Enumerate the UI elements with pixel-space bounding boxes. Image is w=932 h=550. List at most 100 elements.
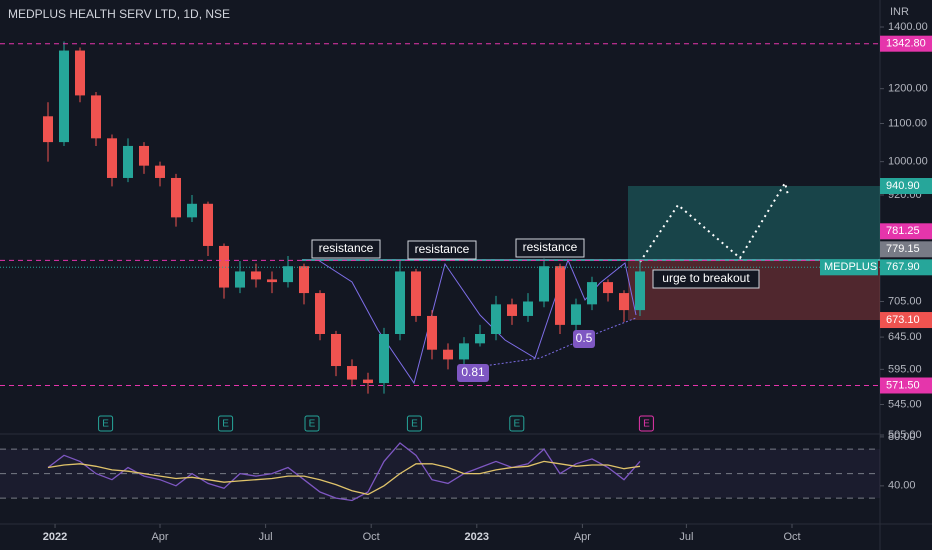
currency: INR [890, 6, 909, 18]
annotation: resistance [319, 241, 374, 255]
candle-body [187, 203, 197, 218]
candle-body [411, 271, 421, 316]
candle-body [571, 304, 581, 325]
earnings-marker [638, 415, 654, 432]
earnings-label: E [309, 419, 316, 430]
annotation: 0.81 [461, 365, 485, 379]
symbol-tag-label: MEDPLUS [824, 261, 877, 273]
price-tag-label: 940.90 [886, 180, 920, 192]
candle-body [75, 50, 85, 96]
y-tick-label: 1000.00 [888, 156, 928, 168]
candle-body [171, 177, 181, 218]
candle-body [587, 282, 597, 305]
candle-body [155, 165, 165, 178]
fib-badge [573, 330, 595, 348]
earnings-label: E [411, 419, 418, 430]
price-tag [880, 259, 932, 276]
earnings-marker [218, 415, 234, 432]
fib-badge [457, 364, 489, 382]
annotation-box [515, 238, 585, 258]
rsi-line [47, 442, 641, 502]
price-tag [880, 377, 932, 394]
x-tick-label: Jul [259, 531, 273, 543]
rsi-tick-label: 40.00 [888, 480, 916, 492]
x-tick-label: Apr [574, 531, 591, 543]
price-tag-label: 767.90 [886, 261, 920, 273]
earnings-marker [98, 415, 114, 432]
candle-body [427, 315, 437, 350]
earnings-marker [304, 415, 320, 432]
annotation-box [311, 239, 381, 259]
earnings-marker [406, 415, 422, 432]
candle-body [107, 138, 117, 178]
candle-body [203, 203, 213, 246]
candle-body [603, 282, 613, 294]
x-tick-label: 2023 [465, 531, 489, 543]
y-tick-label: 645.00 [888, 331, 922, 343]
candle-body [507, 304, 517, 316]
candle-body [331, 334, 341, 367]
pattern-lines [317, 258, 637, 385]
projection-path [639, 180, 789, 263]
earnings-marker [509, 415, 525, 432]
x-tick-label: Oct [783, 531, 800, 543]
candle-body [139, 145, 149, 166]
earnings-label: E [102, 419, 109, 430]
rsi-ma-line [47, 460, 641, 496]
candle-body [395, 271, 405, 335]
x-tick-label: 2022 [43, 531, 67, 543]
candle-body [283, 266, 293, 283]
earnings-label: E [513, 419, 520, 430]
earnings-label: E [643, 419, 650, 430]
y-tick-label: 545.00 [888, 398, 922, 410]
x-tick-label: Apr [151, 531, 168, 543]
candle-body [555, 266, 565, 325]
price-tag [880, 178, 932, 195]
price-tag [880, 312, 932, 329]
x-tick-label: Jul [679, 531, 693, 543]
price-tag [880, 241, 932, 258]
symbol-tag [820, 259, 878, 276]
annotation: urge to breakout [662, 271, 750, 285]
candle-body [347, 366, 357, 380]
y-tick-label: 1100.00 [888, 117, 927, 129]
earnings-label: E [222, 419, 229, 430]
y-tick-label: 595.00 [888, 363, 922, 375]
y-tick-label: 505.00 [888, 429, 922, 441]
price-tag [880, 35, 932, 52]
price-tag-label: 779.15 [886, 243, 920, 255]
target-zone [628, 186, 880, 261]
candle-body [91, 95, 101, 139]
candle-body [635, 271, 645, 311]
candle-body [523, 301, 533, 316]
price-tag-label: 673.10 [886, 314, 920, 326]
x-tick-label: Oct [363, 531, 380, 543]
annotation: 0.5 [576, 331, 593, 345]
chart-title: MEDPLUS HEALTH SERV LTD, 1D, NSE [8, 7, 230, 21]
annotation-box [652, 269, 760, 289]
candle-body [43, 116, 53, 143]
price-tag-label: 571.50 [886, 379, 920, 391]
price-tag [880, 223, 932, 240]
candle-body [363, 379, 373, 384]
y-tick-label: 1200.00 [888, 83, 928, 95]
candle-body [219, 245, 229, 288]
candle-body [491, 304, 501, 335]
candle-body [251, 271, 261, 280]
candle-body [539, 266, 549, 302]
candle-body [475, 334, 485, 344]
annotation-box [407, 240, 477, 260]
price-tag-label: 1342.80 [886, 38, 926, 50]
candle-body [235, 271, 245, 288]
annotation: resistance [415, 242, 470, 256]
y-tick-label: 705.00 [888, 295, 922, 307]
candle-body [59, 50, 69, 143]
price-tag-label: 781.25 [886, 225, 920, 237]
annotation: resistance [523, 240, 578, 254]
rsi-tick-label: 80.00 [888, 431, 916, 443]
candle-body [459, 343, 469, 360]
candle-body [123, 145, 133, 178]
candle-body [315, 293, 325, 335]
